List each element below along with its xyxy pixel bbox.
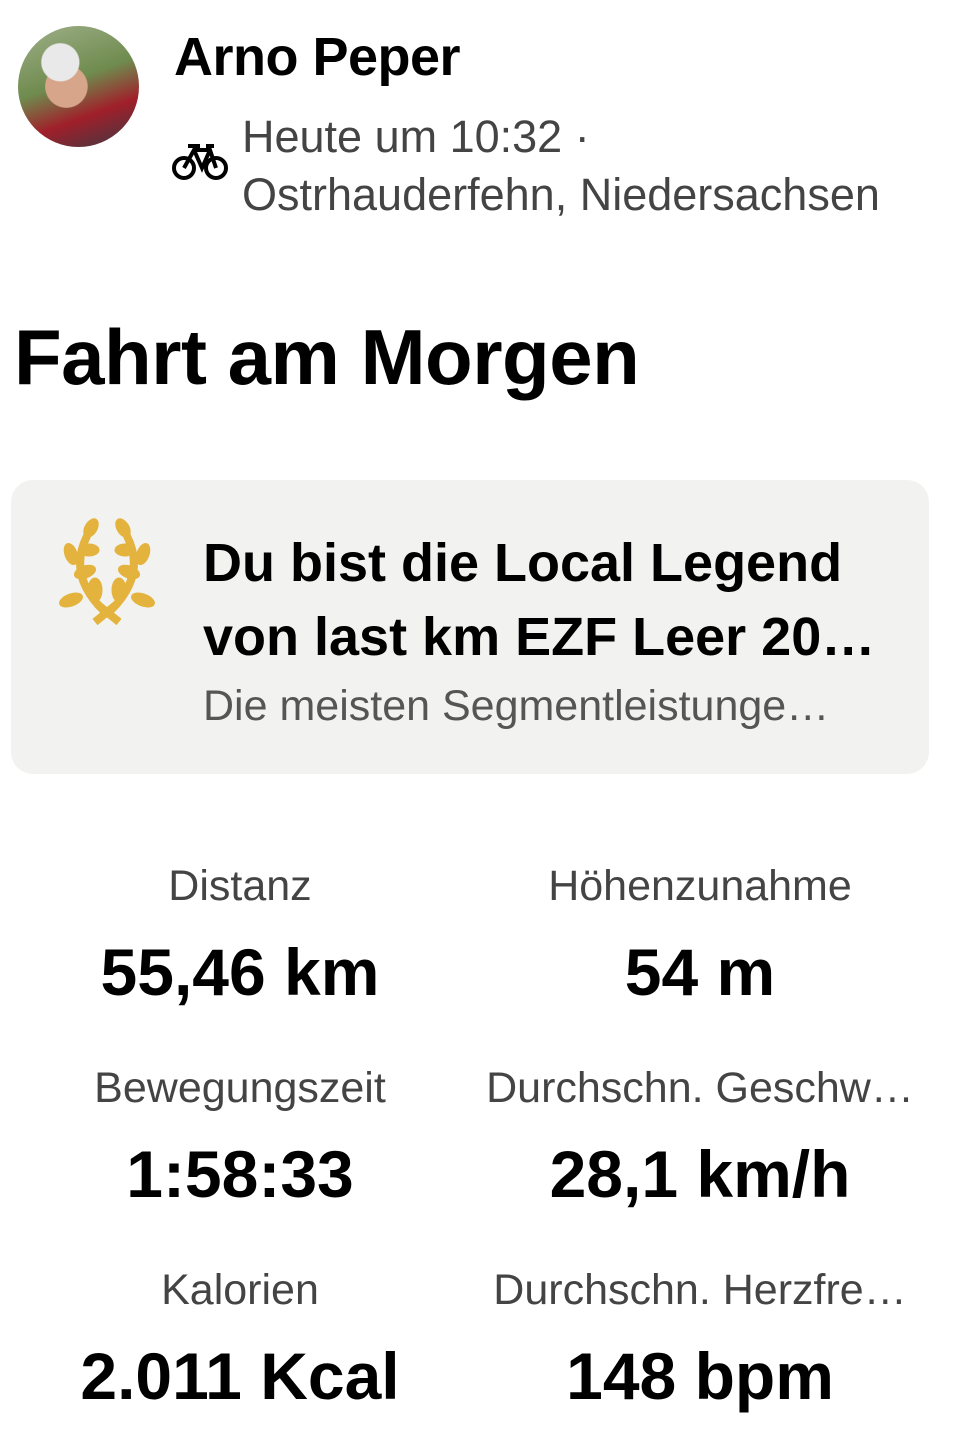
stat-label: Höhenzunahme — [548, 862, 852, 910]
stat-label: Kalorien — [161, 1266, 319, 1314]
activity-meta: Heute um 10:32 · Ostrhauderfehn, Nieders… — [242, 108, 880, 224]
achievement-subtitle: Die meisten Segmentleistunge… — [203, 682, 830, 730]
stat-distance: Distanz 55,46 km — [5, 862, 475, 1010]
stat-label: Bewegungszeit — [94, 1064, 386, 1112]
activity-location: Ostrhauderfehn, Niedersachsen — [242, 169, 880, 220]
stat-value: 28,1 km/h — [549, 1137, 851, 1211]
laurel-wreath-icon — [59, 518, 155, 626]
stat-value: 54 m — [624, 935, 776, 1009]
stat-moving-time: Bewegungszeit 1:58:33 — [5, 1064, 475, 1212]
stat-calories: Kalorien 2.011 Kcal — [5, 1266, 475, 1414]
stat-label: Durchschn. Geschw… — [486, 1064, 914, 1112]
stat-value: 55,46 km — [100, 935, 380, 1009]
stat-value: 148 bpm — [566, 1339, 834, 1413]
bike-icon — [172, 144, 228, 180]
stat-value: 2.011 Kcal — [80, 1339, 400, 1413]
avatar[interactable] — [18, 26, 139, 147]
achievement-title: Du bist die Local Legend von last km EZF… — [203, 533, 876, 667]
stat-label: Distanz — [168, 862, 312, 910]
activity-time: Heute um 10:32 · — [242, 111, 590, 162]
stat-label: Durchschn. Herzfre… — [493, 1266, 907, 1314]
stat-value: 1:58:33 — [126, 1137, 354, 1211]
activity-title: Fahrt am Morgen — [14, 313, 640, 401]
stat-elevation: Höhenzunahme 54 m — [465, 862, 935, 1010]
stat-avg-heart-rate: Durchschn. Herzfre… 148 bpm — [465, 1266, 935, 1414]
stat-avg-speed: Durchschn. Geschw… 28,1 km/h — [465, 1064, 935, 1212]
local-legend-card[interactable]: Du bist die Local Legend von last km EZF… — [11, 480, 929, 774]
athlete-name[interactable]: Arno Peper — [174, 27, 461, 87]
